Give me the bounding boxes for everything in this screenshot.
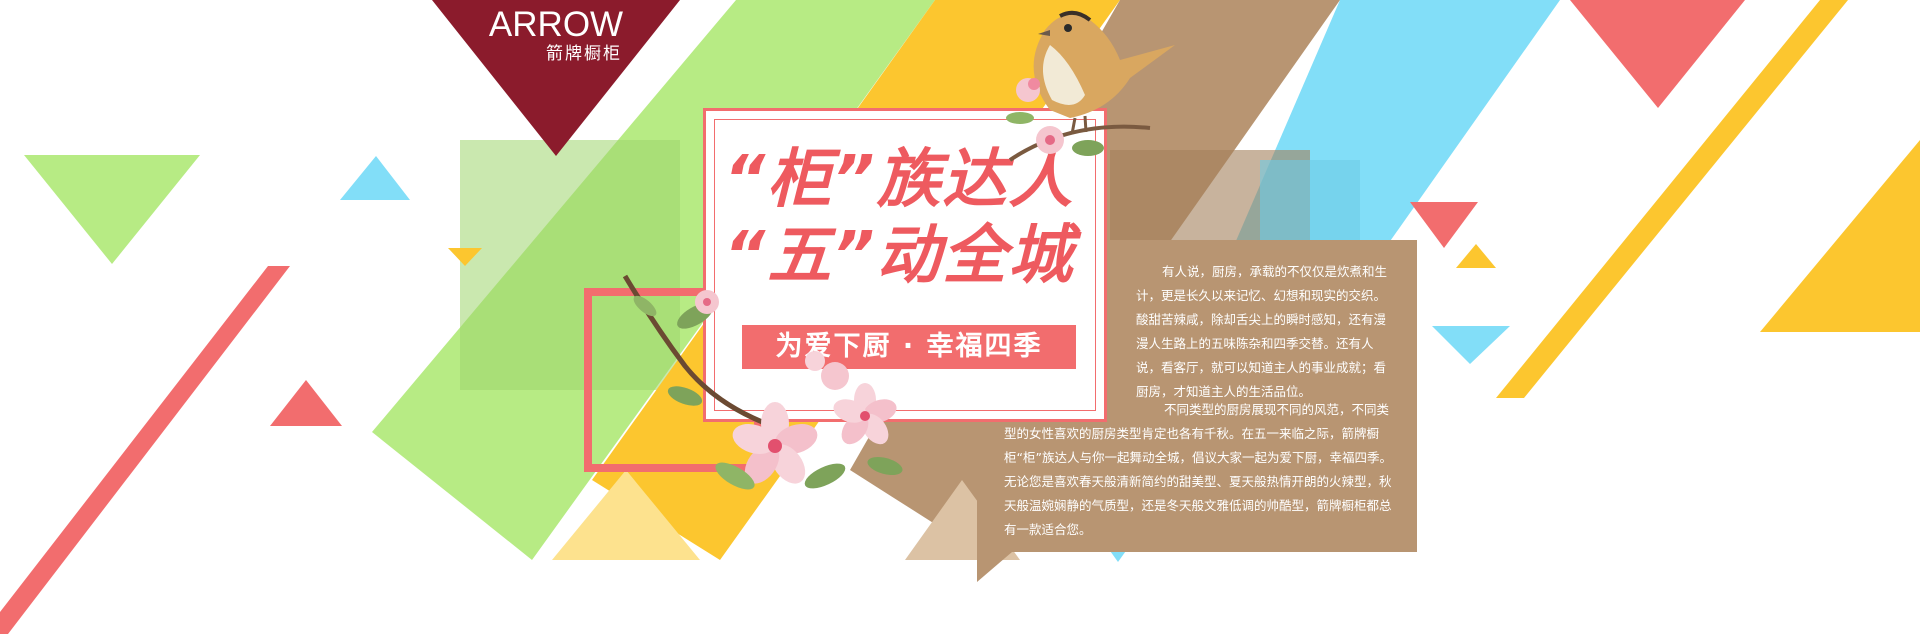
brand-subtitle: 箭牌橱柜 xyxy=(476,44,636,64)
coral-small-right xyxy=(1410,202,1478,248)
coral-left-small xyxy=(270,380,342,426)
text-panel-tail xyxy=(977,552,1012,582)
sky-small-right xyxy=(1432,326,1510,364)
kitchen-shadow-sky xyxy=(1260,160,1360,240)
brand-name: ARROW xyxy=(476,6,636,44)
sky-left-triangle xyxy=(340,156,410,200)
green-left-triangle xyxy=(24,155,200,264)
yellow-small-right xyxy=(1456,244,1496,268)
coral-stripe-left xyxy=(0,266,290,634)
brand-logo[interactable]: ARROW 箭牌橱柜 xyxy=(476,6,636,64)
yellow-triangle-right xyxy=(1760,140,1920,332)
bird-icon xyxy=(990,0,1190,170)
blossom-branch-icon xyxy=(615,266,935,526)
description-paragraph-1: 有人说，厨房，承载的不仅仅是炊煮和生计，更是长久以来记忆、幻想和现实的交织。酸甜… xyxy=(1136,260,1392,404)
coral-top-right xyxy=(1570,0,1745,108)
blossom-medium xyxy=(830,383,899,449)
